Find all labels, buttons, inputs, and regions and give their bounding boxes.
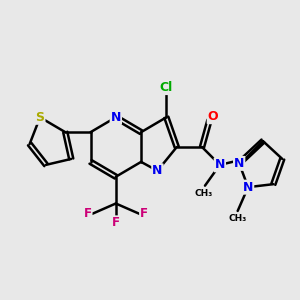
Text: N: N bbox=[111, 111, 121, 124]
Text: CH₃: CH₃ bbox=[229, 214, 247, 223]
Text: Cl: Cl bbox=[160, 81, 173, 94]
Text: F: F bbox=[84, 207, 92, 220]
Text: CH₃: CH₃ bbox=[194, 189, 213, 198]
Text: S: S bbox=[35, 111, 44, 124]
Text: N: N bbox=[152, 164, 163, 177]
Text: F: F bbox=[140, 207, 148, 220]
Text: O: O bbox=[208, 110, 218, 123]
Text: N: N bbox=[234, 157, 244, 170]
Text: N: N bbox=[215, 158, 225, 171]
Text: F: F bbox=[112, 216, 120, 229]
Text: N: N bbox=[243, 181, 253, 194]
